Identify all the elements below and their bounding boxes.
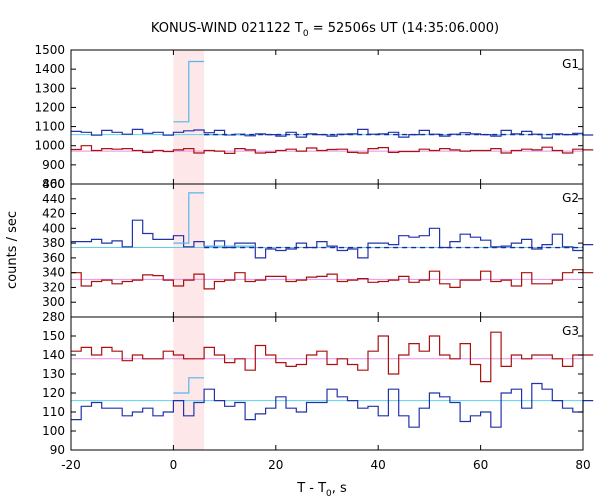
- y-tick-label: 900: [42, 158, 65, 172]
- svg-text:T - T0, s: T - T0, s: [296, 481, 347, 499]
- y-tick-label: 1300: [34, 81, 65, 95]
- series-line-g3-0: [71, 382, 594, 428]
- panel-label: G2: [562, 191, 579, 205]
- svg-text:KONUS-WIND 021122 T0 = 52506s: KONUS-WIND 021122 T0 = 52506s UT (14:35:…: [151, 21, 499, 39]
- y-tick-label: 1100: [34, 120, 65, 134]
- y-tick-label: 110: [42, 405, 65, 419]
- series-line-g1-2: [173, 60, 205, 123]
- series-line-g2-1: [71, 269, 594, 290]
- x-axis: -20 0 20 40 60 80: [61, 458, 590, 472]
- panel-g1: 800 900 1000 1100 1200 1300 1400 1500 G1: [34, 43, 594, 191]
- y-tick-label: 460: [42, 177, 65, 191]
- y-tick-label: 300: [42, 295, 65, 309]
- series-line-g3-1: [71, 331, 594, 383]
- y-tick-label: 130: [42, 367, 65, 381]
- panels: 800 900 1000 1100 1200 1300 1400 1500 G1 28030032…: [34, 43, 594, 457]
- series-line-g2-2: [173, 192, 205, 244]
- y-tick-label: 420: [42, 207, 65, 221]
- y-tick-label: 800: [42, 177, 65, 191]
- y-tick-label: 90: [50, 443, 65, 457]
- series-line-g2-0: [71, 219, 594, 259]
- y-tick-label: 340: [42, 266, 65, 280]
- y-tick-label: 400: [42, 221, 65, 235]
- y-tick-label: 140: [42, 348, 65, 362]
- x-tick-label: 0: [170, 458, 178, 472]
- y-tick-label: 1200: [34, 100, 65, 114]
- y-tick-label: 1500: [34, 43, 65, 57]
- panel-label: G3: [562, 324, 579, 338]
- panel-label: G1: [562, 57, 579, 71]
- y-tick-label: 360: [42, 251, 65, 265]
- x-tick-label: -20: [61, 458, 81, 472]
- y-tick-label: 380: [42, 236, 65, 250]
- y-tick-label: 1400: [34, 62, 65, 76]
- y-axis-label: counts / sec: [5, 211, 20, 289]
- x-tick-label: 80: [575, 458, 590, 472]
- y-tick-label: 150: [42, 329, 65, 343]
- series-line-g3-2: [173, 377, 205, 394]
- series-line-g1-0: [71, 128, 594, 139]
- y-tick-label: 1000: [34, 139, 65, 153]
- y-tick-label: 440: [42, 192, 65, 206]
- panel-frame: [70, 49, 584, 185]
- x-axis-label: T - T0, s: [296, 481, 347, 499]
- panel-frame: [70, 183, 584, 318]
- y-tick-label: 120: [42, 386, 65, 400]
- y-tick-label: 320: [42, 280, 65, 294]
- y-tick-label: 100: [42, 424, 65, 438]
- y-tick-label: 280: [42, 310, 65, 324]
- panel-g3: 90 100 110 120 130 140 150 G3: [42, 316, 594, 457]
- x-tick-label: 40: [371, 458, 386, 472]
- x-tick-label: 60: [473, 458, 488, 472]
- series-line-g1-1: [71, 145, 594, 154]
- x-tick-label: 20: [268, 458, 283, 472]
- chart-title: KONUS-WIND 021122 T0 = 52506s UT (14:35:…: [151, 21, 499, 39]
- panel-frame: [70, 316, 584, 451]
